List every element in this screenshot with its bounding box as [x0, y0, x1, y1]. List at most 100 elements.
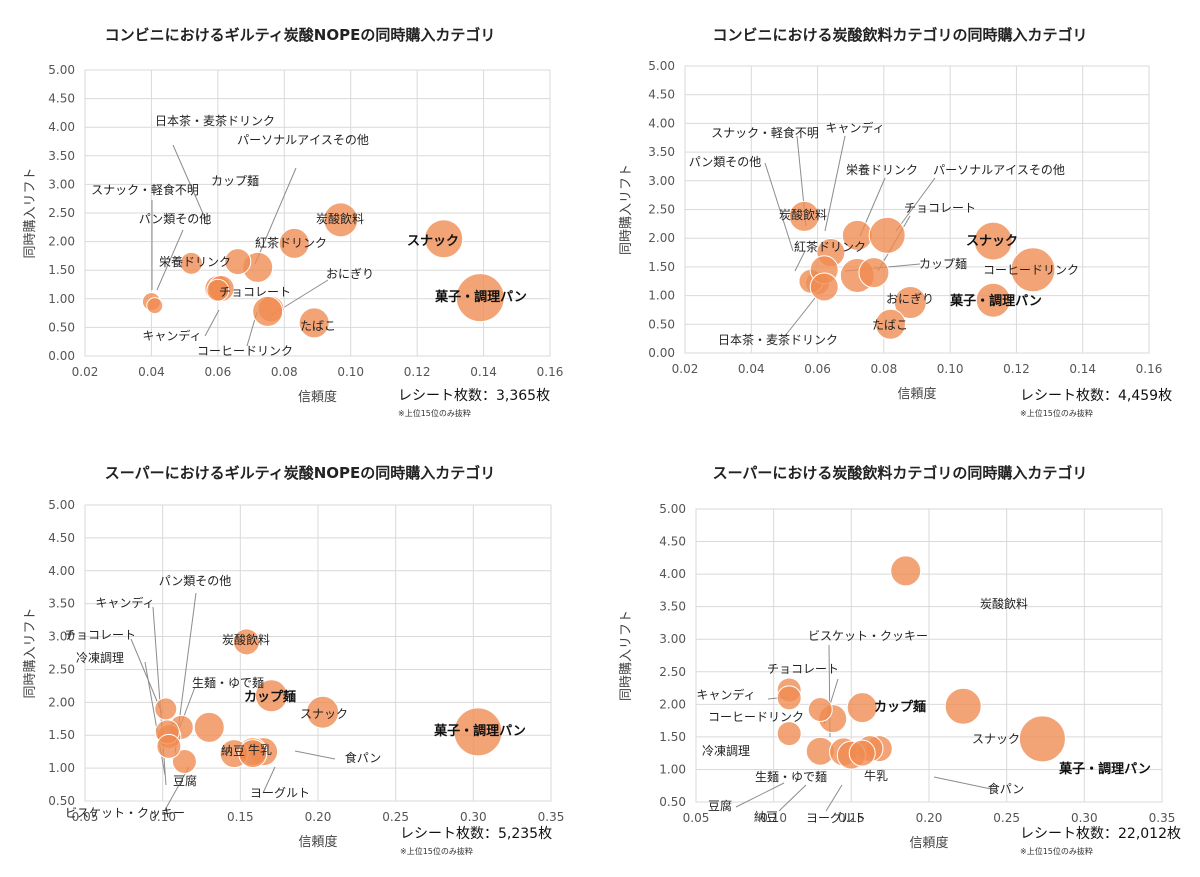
x-axis-label: 信頼度 [909, 835, 948, 851]
bubble-14 [298, 307, 330, 339]
x-tick-label: 0.12 [404, 365, 431, 379]
x-tick-label: 0.10 [149, 810, 176, 824]
bubble-13 [206, 278, 230, 302]
y-tick-label: 4.50 [648, 88, 675, 102]
leader-line [254, 167, 297, 265]
y-tick-label: 1.00 [648, 289, 675, 303]
bubble-label: チョコレート [64, 628, 136, 642]
y-tick-label: 4.00 [48, 120, 75, 134]
y-axis-label: 同時購入リフト [619, 164, 634, 255]
footnote: ※上位15位のみ抜粋 [398, 409, 471, 418]
x-tick-label: 0.04 [738, 362, 765, 376]
bubble-label: ビスケット・クッキー [65, 806, 185, 820]
scatter-chart: 0.50 1.00 1.50 2.00 2.50 3.00 3.50 4.00 4.50 5.00… [619, 502, 1175, 851]
leader-line [933, 776, 992, 790]
y-tick-label: 0.50 [659, 795, 686, 809]
x-axis-label: 信頼度 [298, 389, 337, 405]
leader-line [824, 135, 846, 232]
y-tick-label: 0.50 [48, 794, 75, 808]
x-tick-label: 0.14 [470, 365, 497, 379]
x-tick-label: 0.25 [382, 810, 409, 824]
bubble-label: 栄養ドリンク [159, 254, 231, 269]
chart-panel-super-soda: スーパーにおける炭酸飲料カテゴリの同時購入カテゴリ 0.50 1.00 1.50 2.… [600, 438, 1200, 876]
x-tick-label: 0.12 [1003, 362, 1030, 376]
bubble-5 [846, 692, 878, 724]
bubble-label: ヨーグルト [250, 786, 310, 800]
receipt-count: レシート枚数：3,365枚 [398, 388, 551, 404]
bubble-label: スナック [972, 732, 1020, 746]
chart-title: スーパーにおける炭酸飲料カテゴリの同時購入カテゴリ [712, 464, 1088, 482]
bubble-13 [171, 749, 197, 775]
leader-line [294, 750, 336, 760]
bubble-15 [809, 272, 839, 302]
leader-line [130, 638, 163, 714]
y-tick-label: 2.00 [48, 235, 75, 249]
bubble-label: 豆腐 [173, 773, 197, 788]
y-tick-label: 2.00 [48, 695, 75, 709]
bubble-label: 納豆 [221, 744, 245, 758]
bubble-15 [848, 739, 876, 767]
bubble-15 [238, 739, 268, 769]
bubble-label: 日本茶・麦茶ドリンク [155, 113, 275, 128]
x-tick-label: 0.30 [460, 810, 487, 824]
bubble-label: 納豆 [754, 810, 778, 824]
leader-line [784, 297, 816, 337]
bubble-8 [776, 721, 802, 747]
bubble-label: ヨーグルト [806, 811, 866, 825]
bubble-label: 食パン [345, 750, 382, 765]
bubble-11 [1018, 715, 1066, 763]
bubble-6 [788, 200, 820, 232]
x-tick-label: 0.30 [1071, 811, 1098, 825]
bubble-7 [323, 202, 359, 238]
y-tick-label: 1.50 [659, 730, 686, 744]
footnote: ※上位15位のみ抜粋 [1020, 847, 1093, 856]
x-axis-label: 信頼度 [897, 386, 936, 402]
chart-panel-cvs-nope: コンビニにおけるギルティ炭酸NOPEの同時購入カテゴリ 0.00 0.50 1.00… [0, 0, 600, 438]
scatter-chart: 0.00 0.50 1.00 1.50 2.00 2.50 3.00 3.50 4.00 4.50… [619, 59, 1163, 402]
bubble-14 [874, 308, 906, 340]
bubble-label: 日本茶・麦茶ドリンク [718, 332, 838, 347]
y-tick-label: 3.50 [648, 145, 675, 159]
receipt-count: レシート枚数：22,012枚 [1020, 826, 1181, 842]
y-axis-label: 同時購入リフト [619, 610, 634, 701]
bubble-label: キャンディ [142, 328, 201, 343]
x-tick-label: 0.20 [305, 810, 332, 824]
bubble-9 [858, 257, 890, 289]
bubble-6 [776, 685, 802, 711]
leader-line [172, 144, 209, 226]
leader-line [825, 784, 843, 812]
bubble-label: カップ麺 [211, 174, 259, 188]
y-tick-label: 3.50 [659, 600, 686, 614]
bubble-label: 食パン [988, 781, 1025, 796]
x-tick-label: 0.16 [1136, 362, 1163, 376]
bubble-13 [975, 282, 1011, 318]
y-tick-label: 0.50 [48, 320, 75, 334]
x-tick-label: 0.25 [993, 811, 1020, 825]
y-tick-label: 5.00 [659, 502, 686, 516]
bubble-label: 炭酸飲料 [222, 632, 270, 647]
bubble-label: 生麺・ゆで麺 [755, 770, 827, 784]
y-tick-label: 1.50 [648, 260, 675, 274]
y-tick-label: 0.50 [648, 317, 675, 331]
bubble-8 [278, 227, 310, 259]
bubble-label: おにぎり [886, 292, 934, 306]
bubble-1 [890, 555, 922, 587]
y-axis-label: 同時購入リフト [23, 167, 38, 258]
x-tick-label: 0.15 [227, 810, 254, 824]
scatter-chart: 0.50 1.00 1.50 2.00 2.50 3.00 3.50 4.00 4.50 5.00… [23, 498, 565, 850]
bubble-label: スナック [300, 707, 348, 721]
x-tick-label: 0.02 [672, 362, 699, 376]
bubble-3 [154, 697, 178, 721]
bubble-label: パン類その他 [689, 155, 762, 169]
leader-line [764, 162, 794, 252]
y-tick-label: 4.00 [48, 564, 75, 578]
x-tick-label: 0.06 [804, 362, 831, 376]
y-tick-label: 4.50 [659, 535, 686, 549]
x-tick-label: 0.05 [72, 810, 99, 824]
bubble-14 [156, 733, 182, 759]
bubble-7 [944, 687, 982, 725]
x-tick-label: 0.35 [538, 810, 565, 824]
bubble-label: コーヒードリンク [983, 263, 1079, 277]
x-tick-label: 0.06 [204, 365, 231, 379]
y-tick-label: 5.00 [48, 498, 75, 512]
